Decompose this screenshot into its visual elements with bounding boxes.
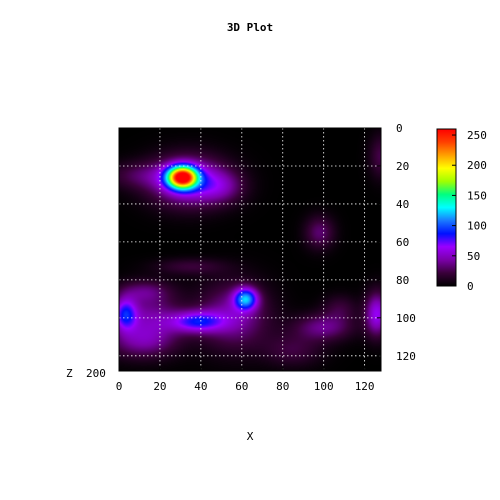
colorbar-tick-label: 250 xyxy=(467,129,487,142)
colorbar: 0 50 100 150 200 250 xyxy=(436,128,487,293)
x-tick-label: 100 xyxy=(314,380,334,393)
colorbar-tick-label: 200 xyxy=(467,159,487,172)
heatmap-image xyxy=(119,128,381,371)
colorbar-tick-label: 0 xyxy=(467,280,474,293)
x-tick-label: 0 xyxy=(116,380,123,393)
colorbar-tick-label: 150 xyxy=(467,189,487,202)
x-tick-label: 120 xyxy=(355,380,375,393)
z-axis-extra-label: 200 xyxy=(86,367,106,380)
x-axis-label: X xyxy=(247,430,254,443)
grid-layer xyxy=(119,128,381,371)
plot-border xyxy=(118,127,382,372)
y-tick-label: 0 xyxy=(396,122,403,135)
x-axis: 0 20 40 60 80 100 120 xyxy=(116,367,375,393)
y-tick-label: 40 xyxy=(396,198,409,211)
x-tick-label: 80 xyxy=(276,380,289,393)
y-tick-label: 120 xyxy=(396,350,416,363)
plot-area xyxy=(118,127,382,372)
y-axis: 0 20 40 60 80 100 120 xyxy=(377,122,416,363)
colorbar-ticks: 0 50 100 150 200 250 xyxy=(452,129,487,293)
y-tick-label: 60 xyxy=(396,236,409,249)
y-tick-label: 100 xyxy=(396,312,416,325)
y-tick-label: 80 xyxy=(396,274,409,287)
x-tick-label: 60 xyxy=(235,380,248,393)
colorbar-tick-label: 50 xyxy=(467,250,480,263)
y-tick-label: 20 xyxy=(396,160,409,173)
colorbar-tick-label: 100 xyxy=(467,220,487,233)
x-tick-label: 20 xyxy=(153,380,166,393)
colorbar-gradient xyxy=(437,129,456,286)
chart-title: 3D Plot xyxy=(227,21,273,34)
colorbar-border xyxy=(436,128,457,287)
x-tick-label: 40 xyxy=(194,380,207,393)
z-axis-label: Z xyxy=(66,367,73,380)
